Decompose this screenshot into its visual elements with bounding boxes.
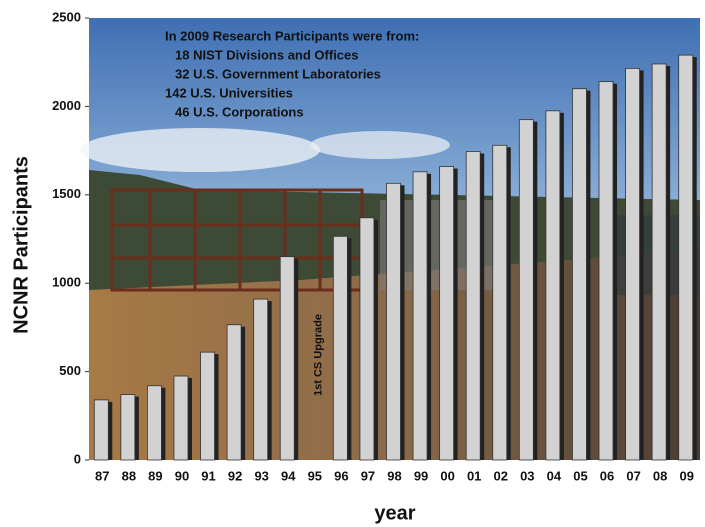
bar [253,298,269,461]
y-tick-label: 1000 [52,275,81,290]
x-tick-label: 00 [440,468,454,483]
annotation: In 2009 Research Participants were from: [165,28,419,43]
x-tick-label: 87 [95,468,109,483]
y-tick-label: 2000 [52,98,81,113]
x-tick-label: 99 [414,468,428,483]
x-tick-label: 97 [361,468,375,483]
x-tick-label: 95 [308,468,322,483]
x-tick-label: 96 [334,468,348,483]
x-tick-label: 07 [626,468,640,483]
bar [439,166,455,461]
bar [200,351,215,461]
x-tick-label: 04 [547,468,562,483]
bar [147,385,162,461]
x-tick-label: 90 [175,468,189,483]
annotation: 46 U.S. Corporations [175,104,304,119]
annotation: 142 U.S. Universities [165,85,293,100]
x-tick-label: 02 [494,468,508,483]
x-tick-label: 88 [122,468,136,483]
annotation: 32 U.S. Government Laboratories [175,66,381,81]
y-tick-label: 2500 [52,9,81,24]
y-tick-label: 1500 [52,186,81,201]
x-tick-label: 08 [653,468,667,483]
annotation: 18 NIST Divisions and Offices [175,47,359,62]
bar [226,324,242,461]
x-tick-label: 06 [600,468,614,483]
x-tick-label: 09 [679,468,693,483]
x-tick-label: 05 [573,468,587,483]
bar [465,151,481,461]
x-tick-label: 93 [254,468,268,483]
bar [332,235,348,461]
bar [386,182,401,461]
x-tick-label: 01 [467,468,481,483]
x-axis-label: year [374,502,415,524]
x-tick-label: 89 [148,468,162,483]
x-tick-label: 94 [281,468,296,483]
bar [412,171,428,461]
bar [359,217,375,461]
bar [545,110,561,461]
y-tick-label: 0 [74,451,81,466]
event-label: 1st CS Upgrade [313,314,325,396]
x-tick-label: 91 [201,468,215,483]
bar [93,399,109,461]
bar [625,67,640,461]
bar [572,88,587,461]
x-tick-label: 92 [228,468,242,483]
bar [492,144,508,461]
bar [518,119,534,461]
bar [651,63,667,461]
bar [678,54,694,461]
y-axis-label: NCNR Participants [10,156,32,334]
x-tick-label: 98 [387,468,401,483]
y-tick-label: 500 [59,363,81,378]
x-tick-label: 03 [520,468,534,483]
bar [279,256,295,461]
bar [173,375,189,461]
bar [598,81,614,461]
bar [120,394,136,461]
